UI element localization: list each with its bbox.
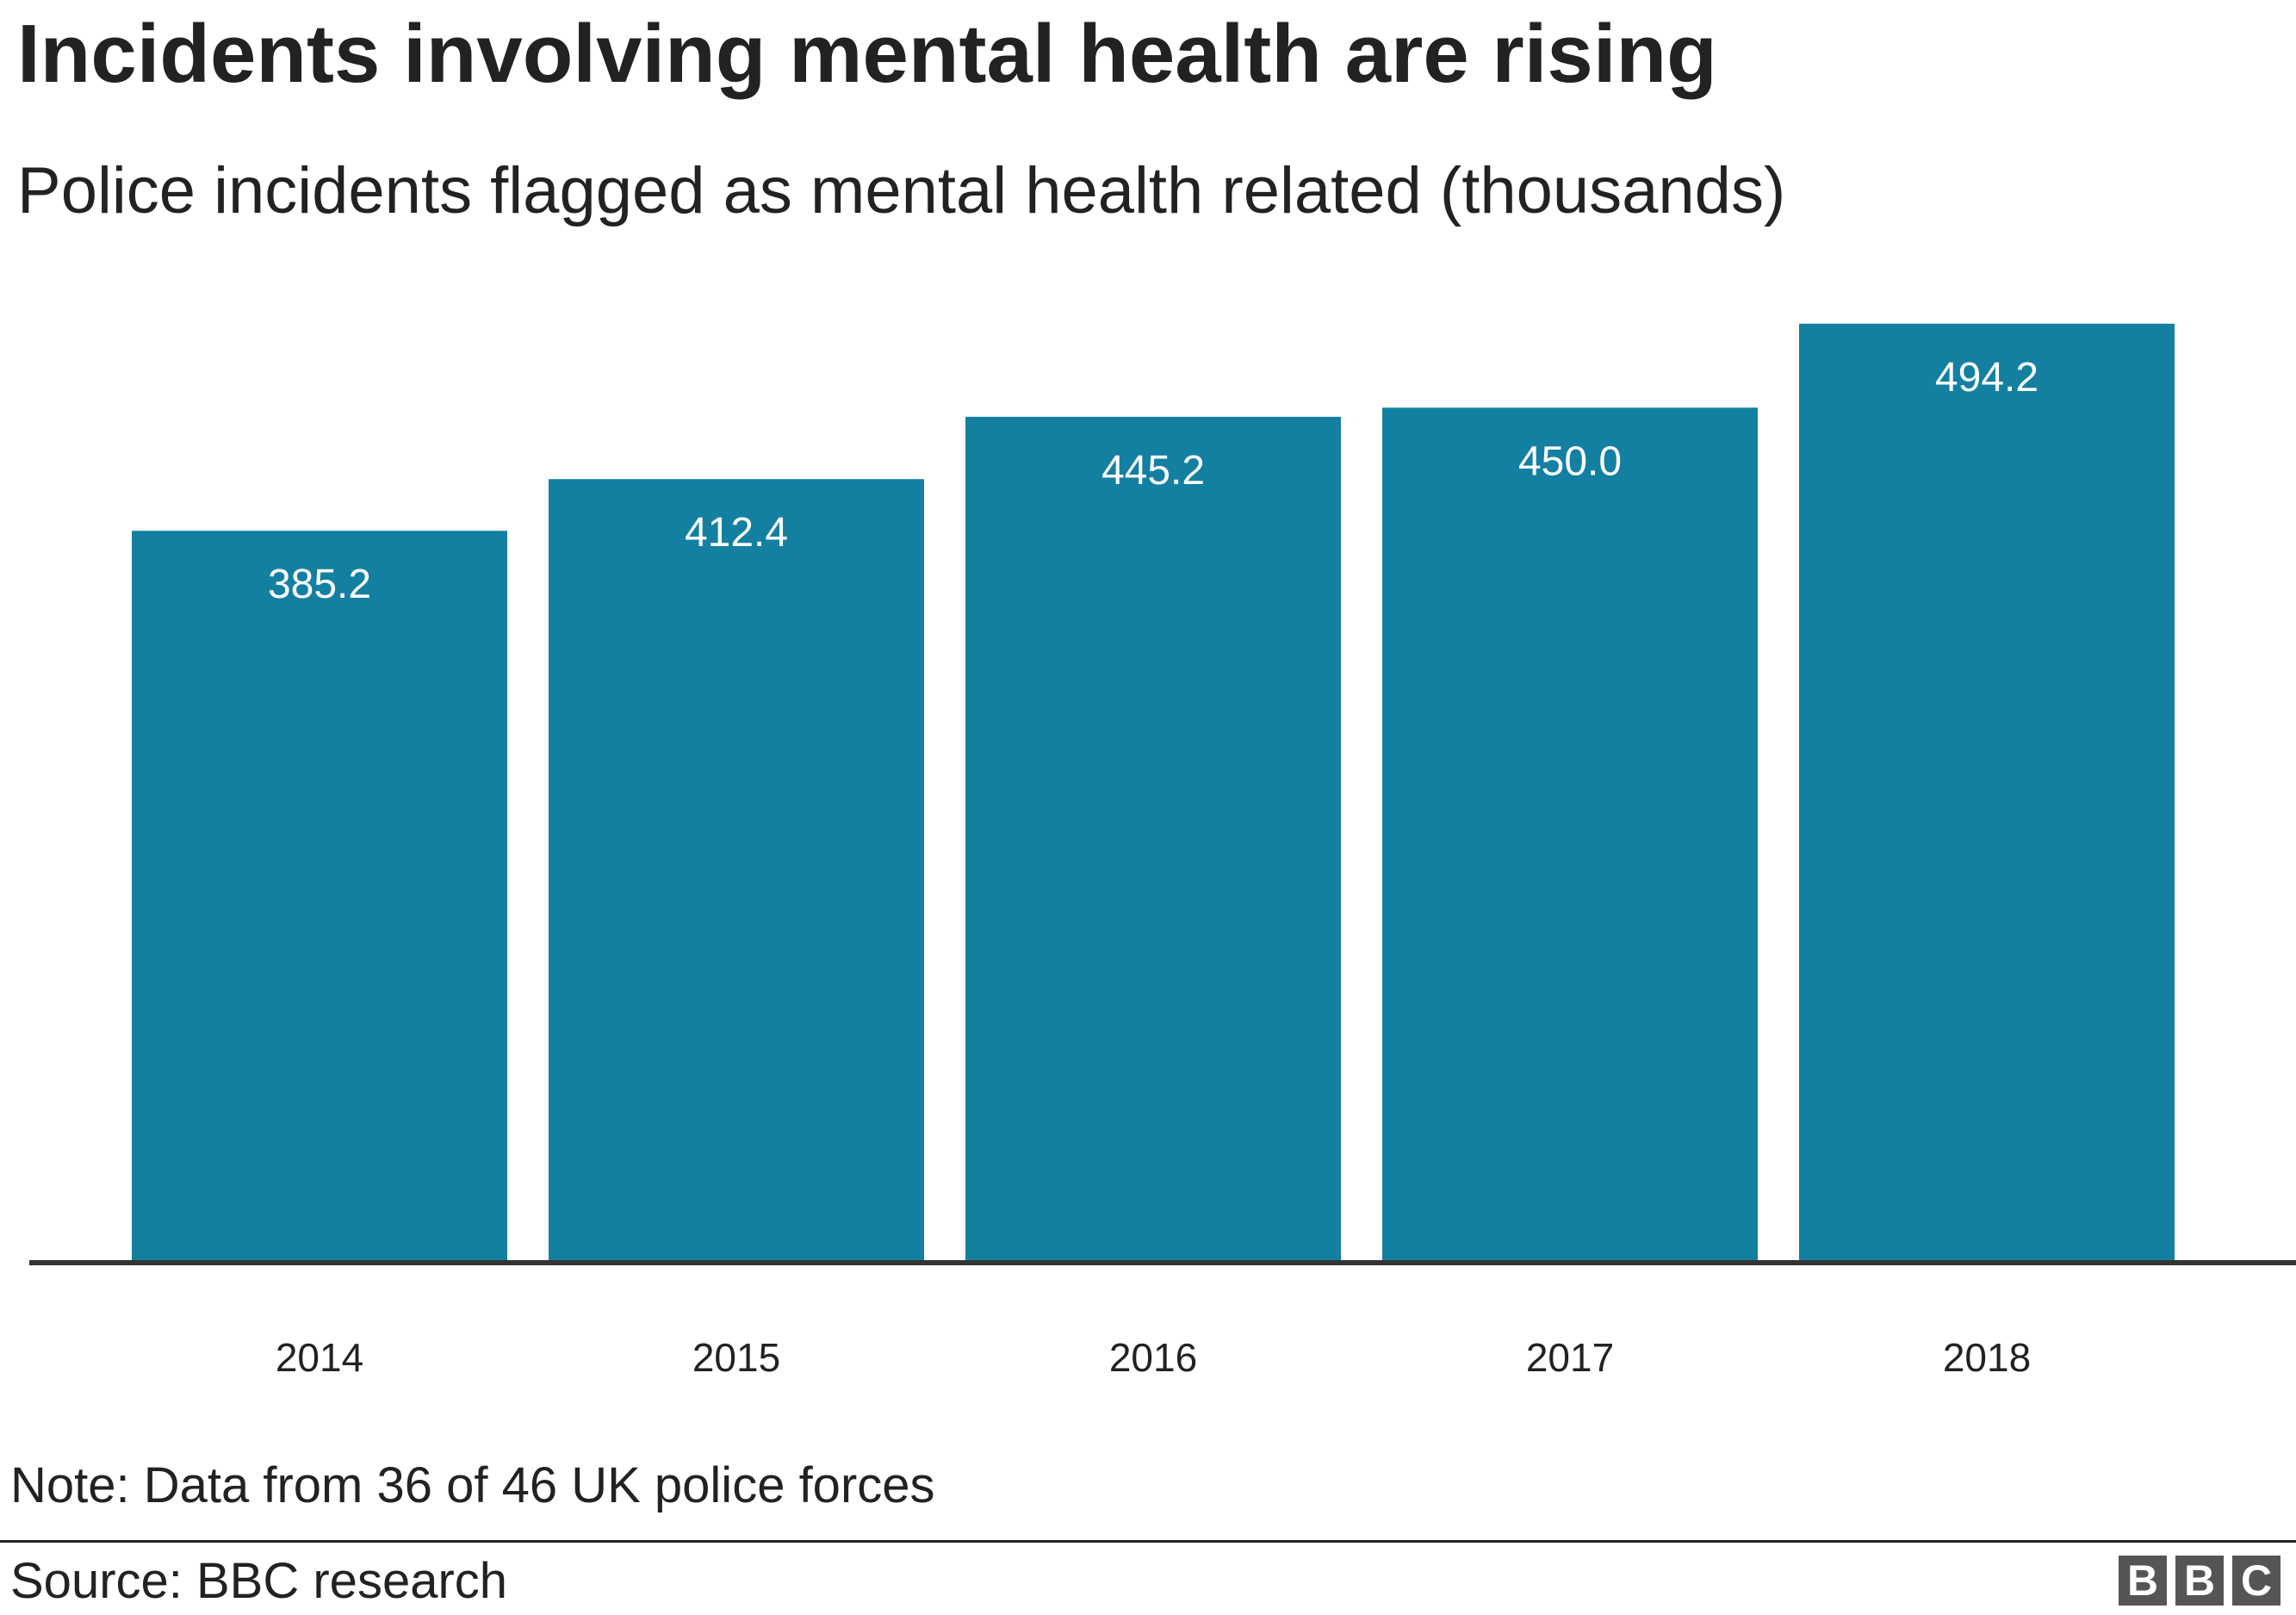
x-tick-label: 2015 (692, 1335, 780, 1380)
value-labels-group: 385.2 412.4 445.2 450.0 494.2 (268, 355, 2038, 607)
x-tick-label: 2017 (1526, 1335, 1614, 1380)
x-tick-label: 2016 (1109, 1335, 1197, 1380)
bbc-logo: B B C (2119, 1556, 2280, 1606)
x-tick-labels-group: 2014 2015 2016 2017 2018 (276, 1335, 2031, 1380)
value-label: 385.2 (268, 562, 371, 607)
bar-2014 (132, 531, 507, 1263)
chart-subtitle: Police incidents flagged as mental healt… (17, 154, 1786, 227)
value-label: 445.2 (1101, 448, 1205, 494)
x-tick-label: 2014 (276, 1335, 363, 1380)
chart-note: Note: Data from 36 of 46 UK police force… (10, 1457, 935, 1513)
bar-2016 (965, 416, 1341, 1263)
bar-2015 (549, 479, 924, 1263)
bars-group (132, 323, 2175, 1263)
bar-2018 (1799, 323, 2175, 1263)
value-label: 494.2 (1935, 355, 2038, 401)
logo-letter: B (2119, 1556, 2167, 1606)
bar-2017 (1382, 407, 1758, 1263)
x-tick-label: 2018 (1943, 1335, 2031, 1380)
footer-divider (0, 1540, 2296, 1543)
logo-letter: C (2232, 1556, 2280, 1606)
logo-letter: B (2175, 1556, 2224, 1606)
value-label: 450.0 (1518, 438, 1622, 484)
chart-source: Source: BBC research (10, 1553, 508, 1609)
chart-title: Incidents involving mental health are ri… (17, 8, 1717, 100)
value-label: 412.4 (685, 510, 788, 556)
